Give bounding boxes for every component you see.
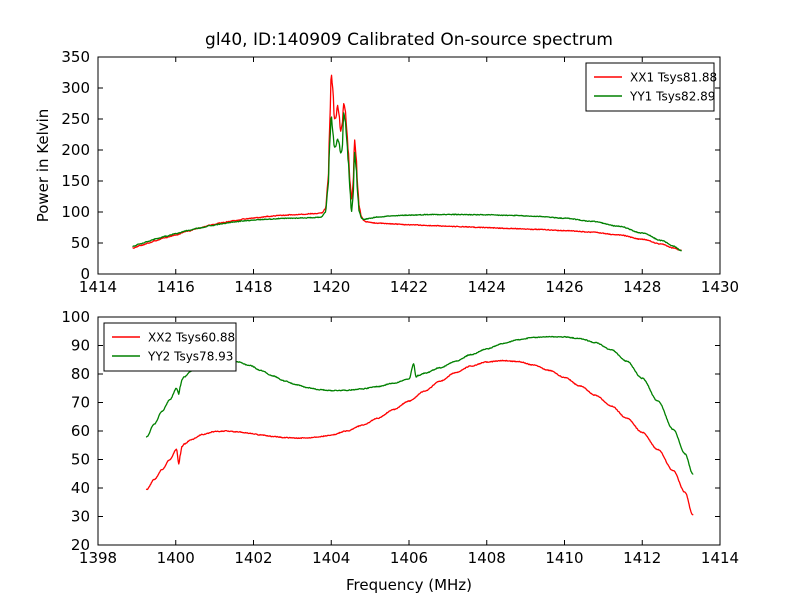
x-tick-label: 1424 — [468, 278, 506, 296]
y-tick-label: 40 — [71, 479, 90, 497]
x-tick-label: 1412 — [623, 549, 661, 567]
legend: XX1 Tsys81.88 YY1 Tsys82.89 — [585, 62, 717, 112]
y-tick-label: 90 — [71, 337, 90, 355]
x-tick-label: 1416 — [157, 278, 195, 296]
series-line-yy — [132, 112, 682, 252]
series-line-xx — [132, 74, 682, 251]
y-tick-label: 200 — [61, 141, 90, 159]
y-tick-label: 20 — [71, 536, 90, 554]
y-tick-label: 60 — [71, 422, 90, 440]
legend-label: YY2 Tsys78.93 — [147, 350, 233, 364]
x-tick-label: 1430 — [701, 278, 739, 296]
x-tick-label: 1418 — [234, 278, 272, 296]
x-tick-label: 1404 — [312, 549, 350, 567]
x-tick-label: 1408 — [468, 549, 506, 567]
y-tick-label: 300 — [61, 79, 90, 97]
x-tick-label: 1414 — [79, 278, 117, 296]
y-tick-label: 30 — [71, 508, 90, 526]
y-tick-label: 0 — [80, 265, 90, 283]
series-line-xx — [145, 359, 694, 516]
x-axis-label: Frequency (MHz) — [346, 576, 472, 594]
y-tick-label: 350 — [61, 48, 90, 66]
legend-label: YY1 Tsys82.89 — [629, 90, 715, 104]
x-tick-label: 1420 — [312, 278, 350, 296]
x-tick-label: 1428 — [623, 278, 661, 296]
y-axis-label: Power in Kelvin — [34, 109, 52, 223]
x-tick-label: 1398 — [79, 549, 117, 567]
top-panel: 1414 1416 1418 1420 1422 1424 1426 1428 1430 0 50 1… — [34, 48, 739, 296]
page-title: gl40, ID:140909 Calibrated On-source spe… — [205, 30, 613, 50]
y-tick-label: 50 — [71, 234, 90, 252]
y-tick-label: 100 — [61, 203, 90, 221]
x-tick-label: 1410 — [545, 549, 583, 567]
x-tick-label: 1414 — [701, 549, 739, 567]
y-tick-label: 150 — [61, 172, 90, 190]
x-tick-label: 1426 — [545, 278, 583, 296]
legend-label: XX1 Tsys81.88 — [630, 71, 717, 85]
series-line-yy — [145, 335, 694, 475]
y-tick-label: 80 — [71, 365, 90, 383]
x-tick-label: 1402 — [234, 549, 272, 567]
y-tick-label: 250 — [61, 110, 90, 128]
y-tick-label: 70 — [71, 394, 90, 412]
x-tick-label: 1422 — [390, 278, 428, 296]
bottom-panel: 1398 1400 1402 1404 1406 1408 1410 1412 1414 20 30… — [61, 308, 739, 594]
y-tick-label: 50 — [71, 451, 90, 469]
y-tick-label: 100 — [61, 308, 90, 326]
x-tick-label: 1400 — [157, 549, 195, 567]
x-tick-label: 1406 — [390, 549, 428, 567]
legend-label: XX2 Tsys60.88 — [148, 331, 235, 345]
legend: XX2 Tsys60.88 YY2 Tsys78.93 — [103, 322, 237, 372]
